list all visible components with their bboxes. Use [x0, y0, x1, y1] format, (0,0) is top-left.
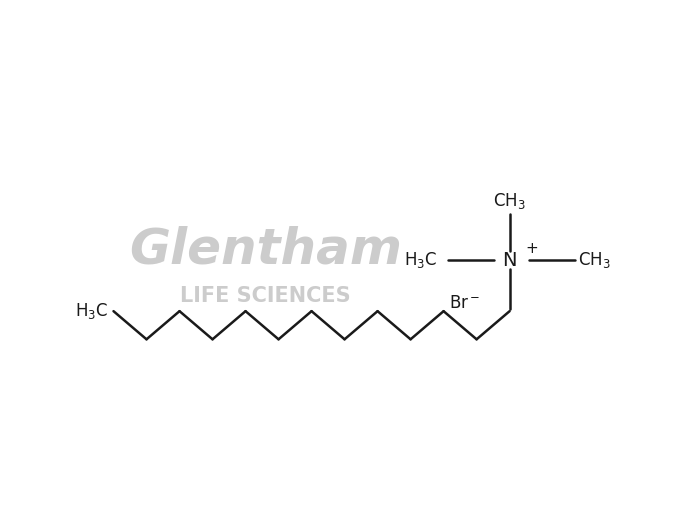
Text: $\mathsf{+}$: $\mathsf{+}$ — [525, 241, 538, 256]
Text: $\mathsf{H_3C}$: $\mathsf{H_3C}$ — [74, 301, 108, 321]
Text: Glentham: Glentham — [129, 226, 402, 274]
Text: $\mathsf{Br^-}$: $\mathsf{Br^-}$ — [450, 294, 480, 313]
Text: LIFE SCIENCES: LIFE SCIENCES — [180, 286, 351, 306]
Text: $\mathsf{CH_3}$: $\mathsf{CH_3}$ — [578, 250, 611, 270]
Text: $\mathsf{H_3C}$: $\mathsf{H_3C}$ — [404, 250, 437, 270]
Text: $\mathsf{N}$: $\mathsf{N}$ — [503, 251, 517, 269]
Text: $\mathsf{CH_3}$: $\mathsf{CH_3}$ — [493, 191, 526, 212]
